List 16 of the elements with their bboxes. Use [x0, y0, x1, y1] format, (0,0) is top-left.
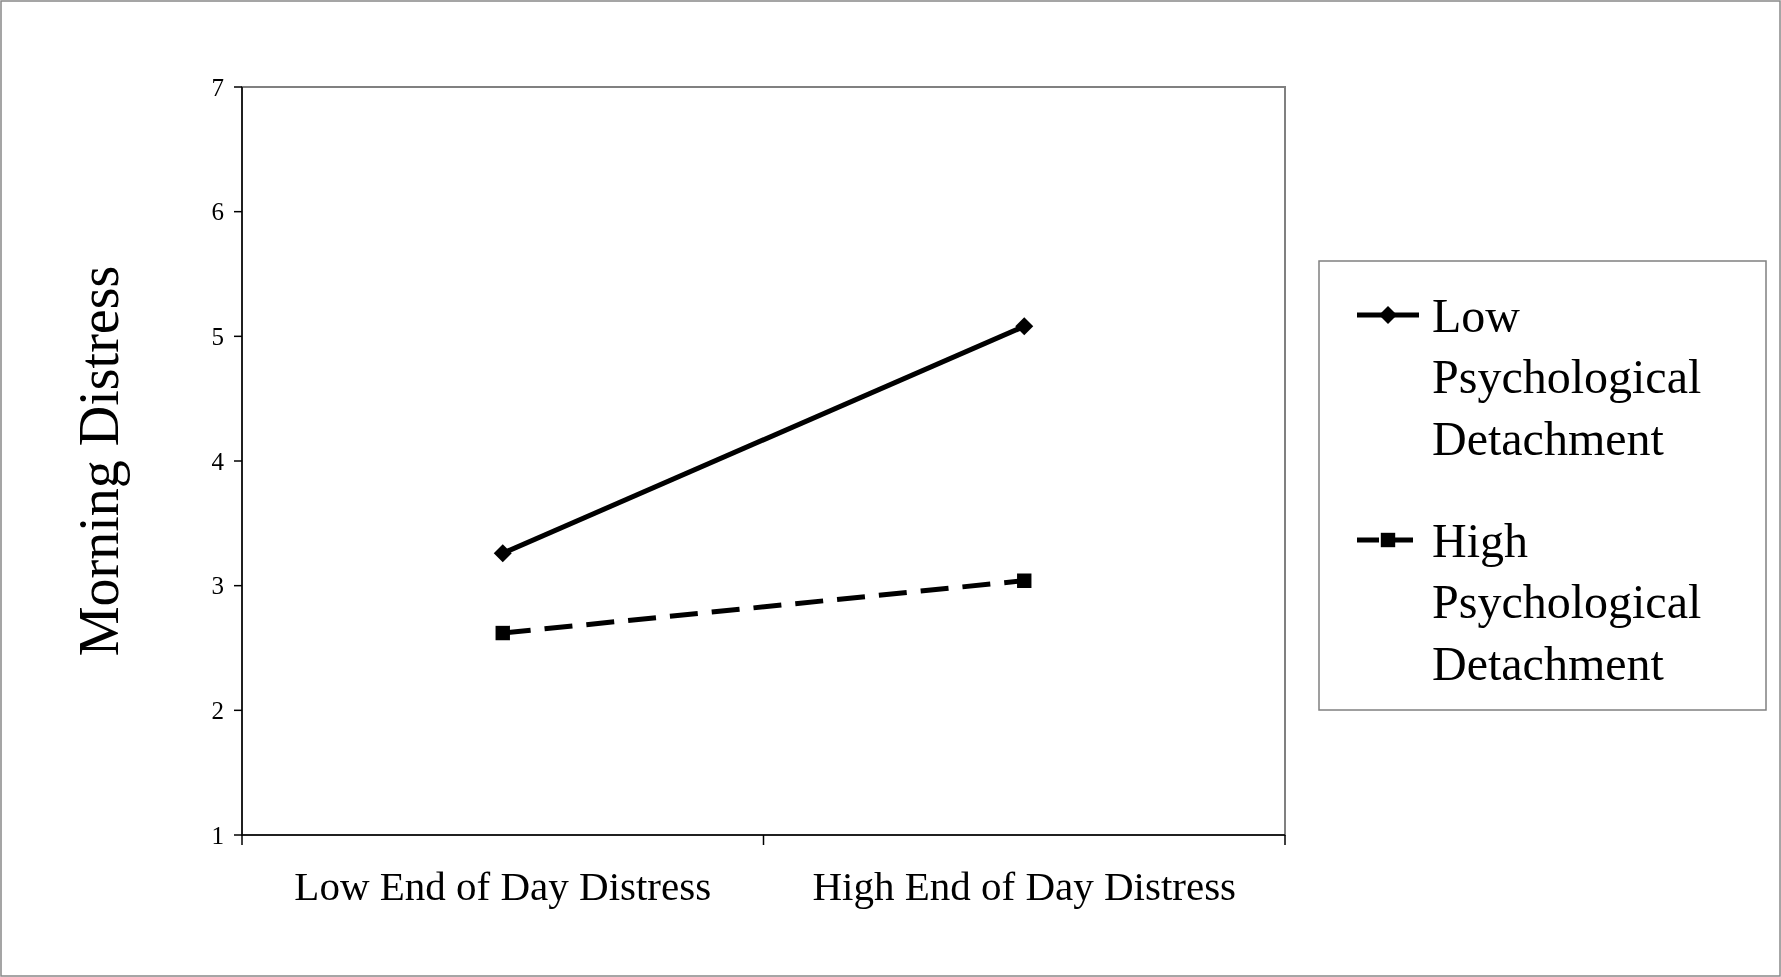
point — [493, 544, 512, 563]
legend-label: High Psychological Detachment — [1432, 513, 1702, 690]
y-tick-label: 2 — [211, 697, 224, 725]
y-tick-label: 4 — [211, 447, 225, 475]
y-tick-label: 5 — [211, 323, 224, 351]
point — [495, 625, 510, 641]
point — [1017, 573, 1032, 588]
y-tick-label: 6 — [211, 198, 224, 226]
y-tick-label: 3 — [211, 572, 224, 600]
y-tick-label: 7 — [211, 73, 224, 101]
legend-label: Low Psychological Detachment — [1432, 288, 1702, 465]
x-tick-label: High End of Day Distress — [812, 863, 1237, 909]
x-tick-label: Low End of Day Distress — [294, 863, 712, 909]
y-tick-label: 1 — [211, 821, 224, 849]
y-axis-title: Morning Distress — [68, 265, 130, 657]
point — [1015, 317, 1034, 336]
